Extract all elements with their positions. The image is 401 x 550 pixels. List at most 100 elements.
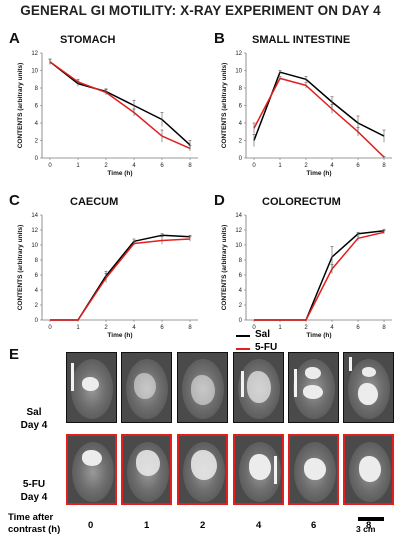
- y-tick-label: 10: [235, 243, 242, 249]
- x-tick-label: 8: [382, 163, 386, 169]
- y-tick-label: 12: [235, 51, 242, 57]
- scale-bar-label: 3 cm: [356, 524, 376, 534]
- y-tick-label: 6: [35, 104, 39, 110]
- x-tick-label: 4: [132, 163, 136, 169]
- panel-letter-a: A: [9, 30, 20, 47]
- y-tick-label: 10: [31, 243, 38, 249]
- y-tick-label: 12: [31, 51, 38, 57]
- row-label-fu: 5-FU Day 4: [12, 478, 56, 504]
- xray-fu-6h: [288, 434, 339, 505]
- y-tick-label: 0: [35, 156, 39, 162]
- xray-fu-8h: [343, 434, 394, 505]
- y-axis-title: CONTENTS (arbitrary units): [17, 225, 24, 311]
- series-line-sal: [254, 230, 385, 321]
- legend-label-sal: Sal: [255, 329, 271, 340]
- y-tick-label: 8: [239, 86, 243, 92]
- y-tick-label: 2: [35, 139, 39, 145]
- xray-sal-6h: [288, 352, 339, 423]
- x-tick-label: 0: [48, 325, 52, 331]
- y-axis-title: CONTENTS (arbitrary units): [17, 63, 24, 149]
- y-tick-label: 12: [235, 228, 242, 234]
- time-8h: 8: [366, 520, 372, 531]
- xray-sal-1h: [121, 352, 172, 423]
- x-tick-label: 4: [330, 325, 334, 331]
- legend-item-sal: Sal: [236, 329, 296, 342]
- series-line-fu: [253, 77, 385, 158]
- x-tick-label: 8: [188, 325, 192, 331]
- y-tick-label: 2: [35, 303, 39, 309]
- x-axis-title: Time (h): [107, 170, 132, 177]
- y-tick-label: 2: [239, 139, 243, 145]
- y-tick-label: 6: [239, 104, 243, 110]
- row-label-fu-line2: Day 4: [20, 492, 48, 503]
- y-tick-label: 8: [35, 86, 39, 92]
- time-0h: 0: [88, 520, 94, 531]
- y-tick-label: 0: [239, 318, 243, 324]
- x-tick-label: 0: [252, 325, 256, 331]
- time-2h: 2: [200, 520, 206, 531]
- x-tick-label: 1: [278, 325, 282, 331]
- xray-sal-8h: [343, 352, 394, 423]
- x-tick-label: 6: [160, 163, 164, 169]
- scale-bar: [358, 517, 384, 521]
- x-tick-label: 0: [48, 163, 52, 169]
- series-line-sal: [253, 71, 385, 141]
- legend-swatch-sal: [236, 335, 250, 337]
- x-tick-label: 2: [104, 163, 108, 169]
- time-label-line1: Time after: [8, 512, 54, 523]
- row-label-sal: Sal Day 4: [14, 406, 54, 432]
- chart-title-stomach: STOMACH: [60, 34, 116, 46]
- series-line-fu: [254, 231, 385, 321]
- x-tick-label: 6: [356, 325, 360, 331]
- x-tick-label: 8: [188, 163, 192, 169]
- xray-sal-0h: [66, 352, 117, 423]
- row-label-sal-line2: Day 4: [20, 420, 48, 431]
- row-label-fu-line1: 5-FU: [22, 479, 46, 490]
- panel-letter-b: B: [214, 30, 225, 47]
- xray-fu-4h: [233, 434, 284, 505]
- y-axis-title: CONTENTS (arbitrary units): [221, 63, 228, 149]
- xray-fu-2h: [177, 434, 228, 505]
- row-label-sal-line1: Sal: [26, 407, 42, 418]
- y-tick-label: 12: [31, 228, 38, 234]
- y-tick-label: 6: [239, 273, 243, 279]
- xray-sal-4h: [233, 352, 284, 423]
- x-tick-label: 1: [76, 325, 80, 331]
- y-tick-label: 8: [239, 258, 243, 264]
- x-tick-label: 6: [160, 325, 164, 331]
- legend: Sal 5-FU: [236, 329, 296, 355]
- y-tick-label: 0: [239, 156, 243, 162]
- time-4h: 4: [256, 520, 262, 531]
- chart-title-colorectum: COLORECTUM: [262, 196, 341, 208]
- x-tick-label: 1: [278, 163, 282, 169]
- x-tick-label: 4: [132, 325, 136, 331]
- y-tick-label: 6: [35, 273, 39, 279]
- y-tick-label: 2: [239, 303, 243, 309]
- x-tick-label: 4: [330, 163, 334, 169]
- panel-letter-e: E: [9, 346, 20, 363]
- legend-item-fu: 5-FU: [236, 342, 296, 355]
- time-1h: 1: [144, 520, 150, 531]
- time-label-line2: contrast (h): [8, 524, 61, 535]
- xray-sal-2h: [177, 352, 228, 423]
- x-tick-label: 2: [104, 325, 108, 331]
- time-6h: 6: [311, 520, 317, 531]
- y-tick-label: 0: [35, 318, 39, 324]
- xray-fu-1h: [121, 434, 172, 505]
- y-tick-label: 14: [235, 213, 242, 219]
- x-tick-label: 6: [356, 163, 360, 169]
- y-tick-label: 14: [31, 213, 38, 219]
- x-tick-label: 2: [304, 325, 308, 331]
- legend-swatch-fu: [236, 348, 250, 350]
- chart-title-small-intestine: SMALL INTESTINE: [252, 34, 351, 46]
- time-after-contrast-label: Time after contrast (h): [8, 512, 68, 536]
- series-line-sal: [49, 61, 191, 146]
- series-line-fu: [50, 238, 191, 321]
- panel-letter-d: D: [214, 192, 225, 209]
- x-tick-label: 0: [252, 163, 256, 169]
- chart-title-caecum: CAECUM: [70, 196, 119, 208]
